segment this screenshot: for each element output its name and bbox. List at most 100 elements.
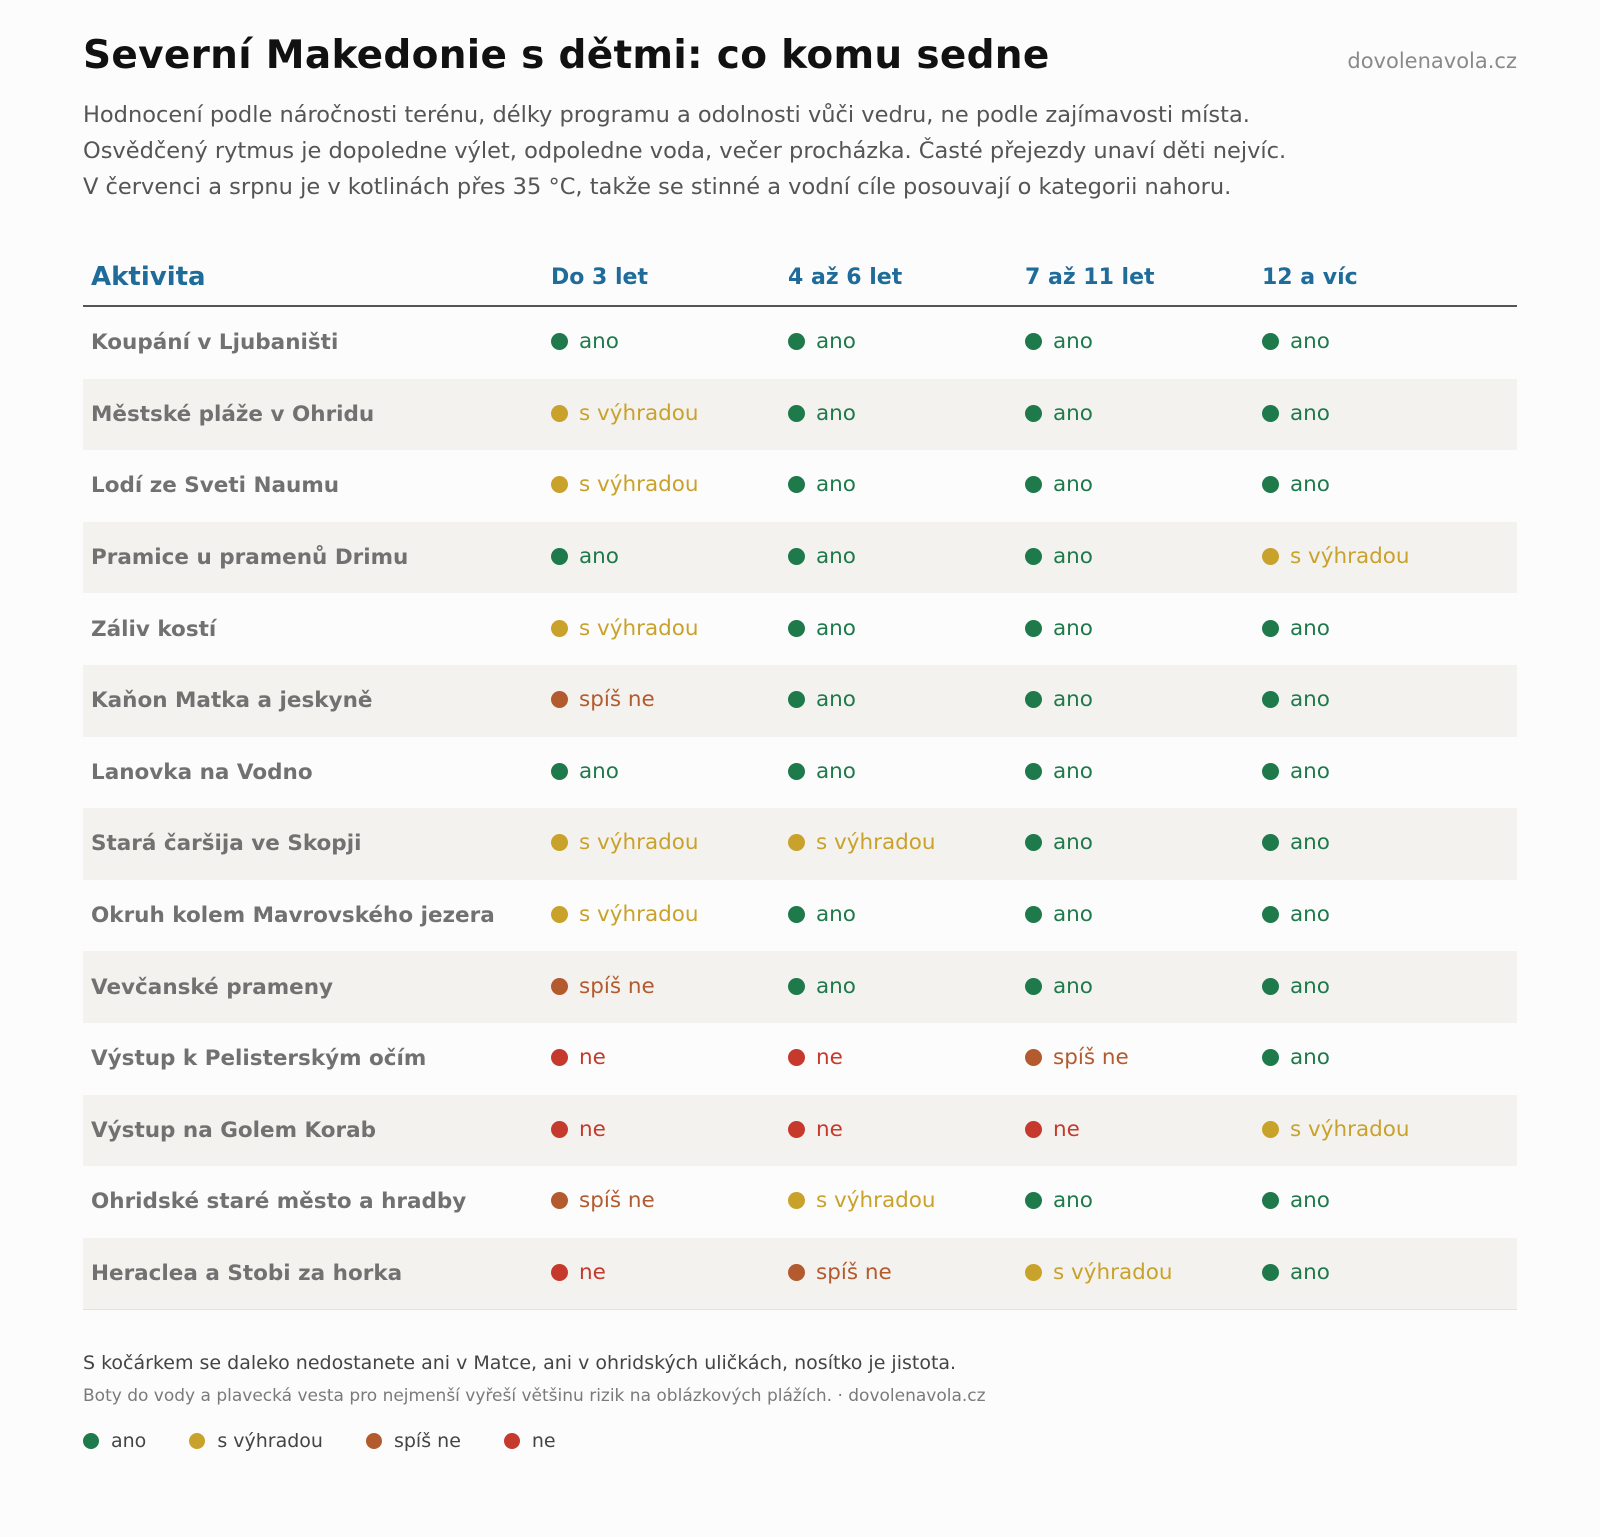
rating-dot-icon	[551, 619, 568, 637]
rating: s výhradou	[788, 1188, 936, 1213]
activity-name: Kaňon Matka a jeskyně	[83, 664, 543, 737]
table-row: Stará čaršija ve Skopji s výhradou s výhra…	[83, 808, 1517, 880]
rating: s výhradou	[551, 472, 699, 497]
activity-name: Vevčanské prameny	[83, 951, 543, 1023]
rating-label: ano	[1053, 615, 1093, 641]
rating-label: s výhradou	[579, 830, 699, 856]
rating-cell: s výhradou	[1017, 1237, 1254, 1311]
rating-label: ano	[1053, 830, 1093, 856]
rating: ano	[788, 472, 856, 497]
rating: ano	[1025, 329, 1093, 354]
rating-dot-icon	[1025, 977, 1042, 995]
rating-label: s výhradou	[579, 615, 699, 641]
rating-cell: ano	[1017, 664, 1254, 737]
rating-label: ano	[1290, 758, 1330, 784]
rating-dot-icon	[1262, 906, 1279, 924]
legend-label: ne	[531, 1430, 556, 1453]
rating: ano	[1025, 902, 1093, 927]
rating-label: spíš ne	[579, 973, 655, 999]
rating-dot-icon	[551, 548, 568, 566]
rating-dot-icon	[788, 619, 805, 637]
rating: ano	[1025, 1188, 1093, 1213]
rating-label: ano	[1290, 472, 1330, 498]
rating-label: ano	[816, 472, 856, 498]
rating: ano	[1262, 974, 1330, 999]
rating: spíš ne	[551, 974, 655, 999]
rating-label: ano	[816, 544, 856, 570]
rating: ano	[1262, 401, 1330, 426]
rating-label: spíš ne	[1053, 1045, 1129, 1071]
rating-label: ano	[1290, 1188, 1330, 1214]
rating-dot-icon	[1262, 1120, 1279, 1138]
rating-dot-icon	[1025, 548, 1042, 566]
rating: ne	[1025, 1117, 1080, 1142]
rating-dot-icon	[788, 548, 805, 566]
rating: ano	[1262, 1260, 1330, 1285]
rating-cell: ano	[1254, 880, 1517, 952]
legend-item: spíš ne	[365, 1430, 461, 1452]
activity-name: Výstup k Pelisterským očím	[91, 1046, 427, 1072]
rating-dot-icon	[1262, 619, 1279, 637]
legend-dot-icon	[189, 1433, 206, 1450]
column-header-age: 4 až 6 let	[780, 249, 1017, 307]
table-row: Výstup na Golem Korab ne ne ne s výhradou	[83, 1094, 1517, 1167]
rating: ano	[788, 759, 856, 784]
rating: ne	[551, 1117, 606, 1142]
rating-cell: ano	[543, 306, 780, 379]
rating-label: ne	[1053, 1116, 1080, 1142]
rating: ano	[1262, 616, 1330, 641]
subtitle-line: Hodnocení podle náročnosti terénu, délky…	[83, 102, 1250, 128]
subtitle-line: Osvědčený rytmus je dopoledne výlet, odp…	[83, 138, 1287, 164]
rating-label: ano	[1053, 472, 1093, 498]
rating-label: ano	[816, 400, 856, 426]
rating-dot-icon	[788, 404, 805, 422]
rating: ano	[551, 759, 619, 784]
rating-dot-icon	[788, 691, 805, 709]
rating-cell: ano	[1017, 1166, 1254, 1238]
rating: ne	[788, 1045, 843, 1070]
rating-dot-icon	[1262, 762, 1279, 780]
rating-dot-icon	[1262, 1264, 1279, 1282]
table-row: Vevčanské prameny spíš ne ano ano ano	[83, 951, 1517, 1023]
rating-cell: spíš ne	[1017, 1023, 1254, 1095]
rating: ano	[1025, 544, 1093, 569]
rating-label: ano	[1290, 329, 1330, 355]
rating-cell: ano	[1254, 737, 1517, 809]
rating-dot-icon	[1025, 691, 1042, 709]
rating-dot-icon	[788, 762, 805, 780]
rating: ano	[1262, 329, 1330, 354]
rating-label: spíš ne	[579, 1188, 655, 1214]
subtitle-line: V červenci a srpnu je v kotlinách přes 3…	[83, 174, 1232, 200]
rating: ano	[1025, 687, 1093, 712]
table-row: Záliv kostí s výhradou ano ano ano	[83, 593, 1517, 665]
rating-label: ano	[816, 687, 856, 713]
activity-name: Stará čaršija ve Skopji	[83, 808, 543, 880]
rating-label: ano	[1053, 544, 1093, 570]
rating-dot-icon	[551, 1049, 568, 1067]
rating-label: ano	[1290, 1260, 1330, 1286]
rating-cell: ne	[543, 1023, 780, 1095]
rating-label: s výhradou	[816, 830, 936, 856]
rating-label: s výhradou	[1290, 1116, 1410, 1142]
rating: ano	[1025, 974, 1093, 999]
rating-cell: ano	[1254, 1023, 1517, 1095]
rating-dot-icon	[1262, 1192, 1279, 1210]
rating-dot-icon	[788, 476, 805, 494]
rating: ano	[1025, 616, 1093, 641]
rating-dot-icon	[788, 906, 805, 924]
rating-label: ano	[1053, 329, 1093, 355]
rating-label: s výhradou	[1290, 544, 1410, 570]
rating: ano	[788, 687, 856, 712]
rating-cell: ano	[1017, 808, 1254, 880]
rating-dot-icon	[551, 977, 568, 995]
rating: spíš ne	[551, 687, 655, 712]
column-header-activity: Aktivita	[83, 249, 543, 307]
rating-label: s výhradou	[1053, 1260, 1173, 1286]
rating-cell: ano	[780, 880, 1017, 952]
rating-label: ano	[579, 329, 619, 355]
table-row: Koupání v Ljubaništi ano ano ano ano	[83, 306, 1517, 379]
rating-cell: ano	[1254, 808, 1517, 880]
rating-dot-icon	[1025, 834, 1042, 852]
rating-dot-icon	[1262, 977, 1279, 995]
